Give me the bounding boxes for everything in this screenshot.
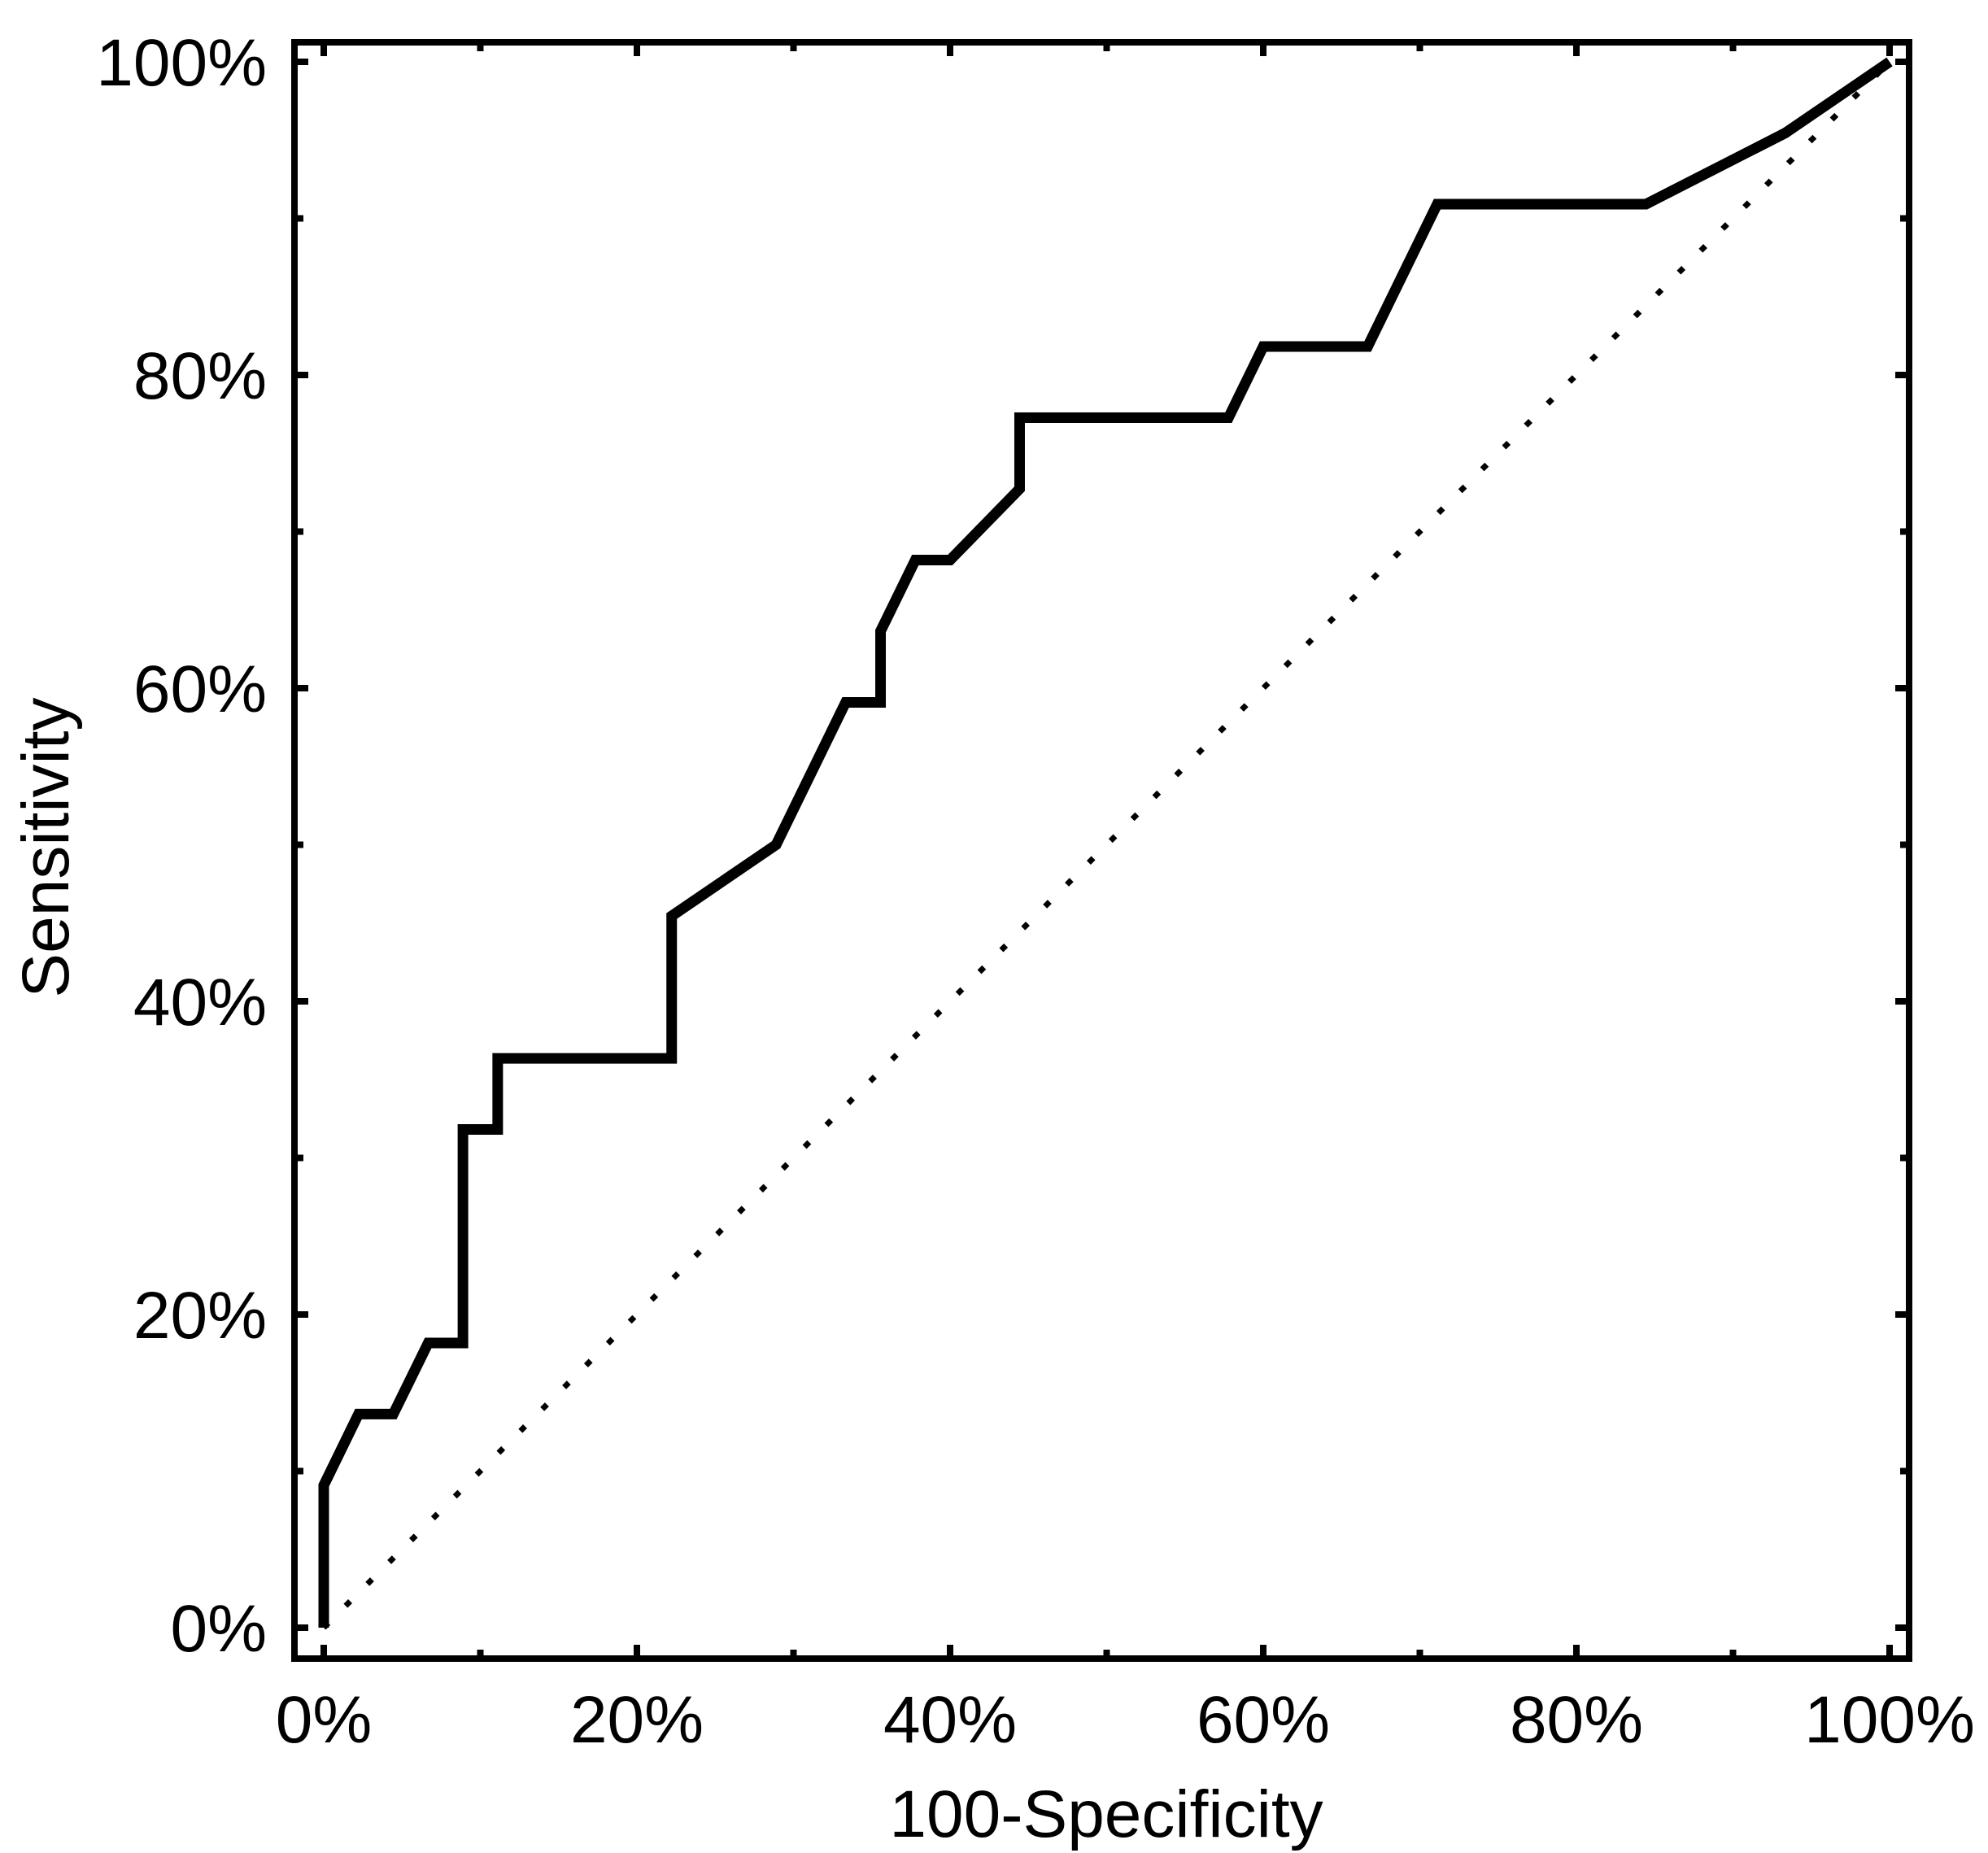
y-axis-title: Sensitivity bbox=[9, 697, 83, 997]
roc-curve-line bbox=[318, 57, 1893, 1628]
x-tick-label: 100% bbox=[1804, 1683, 1975, 1757]
plot-frame bbox=[291, 39, 1912, 1662]
y-tick-label: 60% bbox=[133, 652, 267, 726]
x-axis-title: 100-Specificity bbox=[889, 1777, 1323, 1851]
y-tick-label: 100% bbox=[96, 26, 267, 100]
y-tick-label: 20% bbox=[133, 1279, 267, 1353]
y-tick-label: 80% bbox=[133, 339, 267, 413]
reference-diagonal-line bbox=[321, 59, 1892, 1630]
y-tick-label: 40% bbox=[133, 966, 267, 1040]
x-tick-label: 80% bbox=[1510, 1683, 1643, 1757]
x-tick-label: 0% bbox=[276, 1683, 373, 1757]
x-tick-label: 40% bbox=[883, 1683, 1017, 1757]
chart-generated-layer: 0% 20% 40% 60% 80% 100% 0% 20% 40% 60% 80% 100% bbox=[96, 26, 1975, 1757]
y-tick-label: 0% bbox=[170, 1592, 267, 1666]
x-tick-label: 60% bbox=[1197, 1683, 1330, 1757]
x-tick-label: 20% bbox=[570, 1683, 704, 1757]
